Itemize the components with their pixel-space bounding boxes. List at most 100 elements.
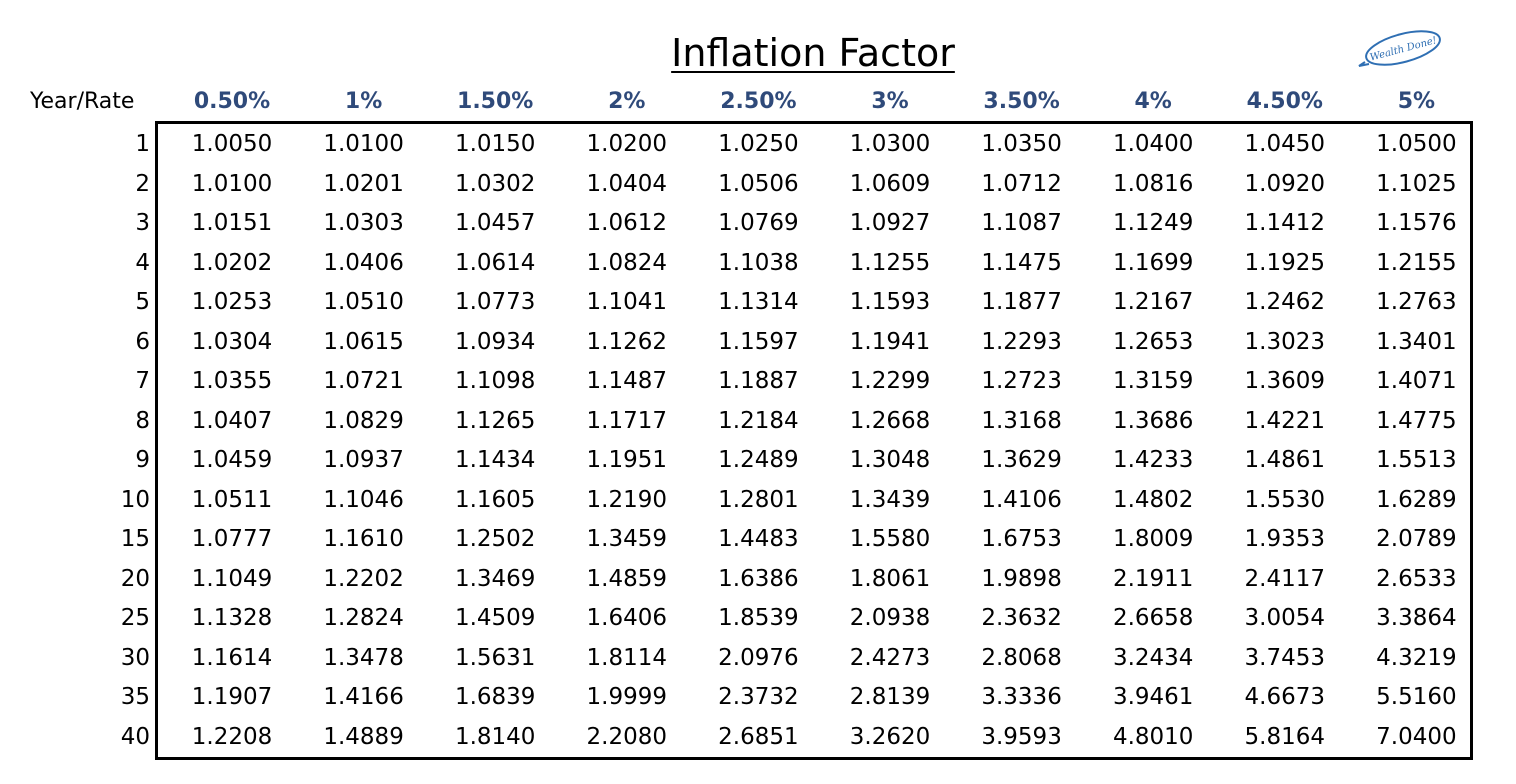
factor-cell: 1.2462 (1244, 289, 1326, 315)
factor-cell: 2.3632 (981, 605, 1062, 631)
factor-cell: 2.1911 (1112, 565, 1194, 592)
factor-cell: 1.1025 (1376, 170, 1457, 197)
factor-cell: 1.1434 (454, 447, 536, 473)
factor-cell: 1.1265 (454, 407, 536, 434)
factor-cell: 1.3478 (323, 644, 404, 671)
factor-cell: 1.1412 (1244, 210, 1326, 236)
factor-cell: 1.0406 (323, 249, 404, 276)
factor-cell: 1.3439 (849, 486, 931, 513)
factor-cell: 1.6386 (718, 565, 799, 592)
factor-cell: 1.0777 (191, 526, 273, 552)
factor-cell: 3.3864 (1376, 605, 1457, 631)
column-header: 4% (1134, 89, 1172, 114)
factor-cell: 1.2502 (454, 526, 536, 552)
column-header: 1.50% (457, 89, 534, 114)
factor-cell: 1.1249 (1112, 210, 1194, 236)
factor-cell: 2.0938 (849, 605, 931, 631)
factor-cell: 1.3401 (1376, 328, 1457, 355)
factor-cell: 1.0511 (191, 486, 273, 513)
factor-cell: 1.0300 (849, 131, 931, 157)
factor-cell: 1.3629 (981, 447, 1062, 473)
factor-cell: 1.3023 (1244, 328, 1326, 355)
year-label: 7 (135, 368, 150, 394)
factor-cell: 1.2653 (1112, 328, 1194, 355)
factor-cell: 1.1255 (849, 249, 931, 276)
factor-cell: 1.0927 (849, 210, 931, 236)
factor-cell: 1.0303 (323, 210, 404, 236)
factor-cell: 3.2434 (1112, 644, 1194, 671)
factor-cell: 1.0302 (454, 170, 536, 197)
column-header: 5% (1397, 89, 1436, 114)
factor-cell: 1.4509 (454, 605, 536, 631)
factor-cell: 1.1614 (191, 644, 273, 671)
factor-cell: 1.0100 (323, 131, 404, 157)
column-header: 0.50% (193, 89, 271, 114)
factor-cell: 1.1593 (849, 289, 931, 315)
title: Inflation Factor (671, 31, 955, 75)
factor-cell: 1.1941 (849, 328, 931, 355)
factor-cell: 1.2293 (981, 328, 1062, 355)
factor-cell: 1.0721 (323, 368, 404, 394)
factor-cell: 4.6673 (1244, 684, 1326, 710)
factor-cell: 1.1576 (1376, 210, 1457, 236)
factor-cell: 3.7453 (1244, 644, 1326, 671)
factor-cell: 3.9461 (1112, 684, 1194, 710)
factor-cell: 1.0824 (586, 249, 668, 276)
factor-cell: 1.2824 (323, 605, 404, 631)
factor-cell: 1.1046 (323, 486, 404, 513)
factor-cell: 1.2801 (718, 486, 799, 513)
year-label: 30 (120, 644, 150, 671)
year-label: 9 (135, 447, 150, 473)
factor-cell: 1.1328 (191, 605, 273, 631)
factor-cell: 1.4775 (1376, 407, 1457, 434)
factor-cell: 1.1041 (586, 289, 668, 315)
year-label: 6 (135, 328, 150, 355)
factor-cell: 1.4889 (323, 723, 404, 750)
year-label: 25 (120, 605, 150, 631)
factor-cell: 1.0934 (454, 328, 536, 355)
factor-cell: 1.6289 (1376, 486, 1457, 513)
corner-label: Year/Rate (30, 89, 135, 114)
factor-cell: 1.9999 (586, 684, 668, 710)
factor-cell: 1.2763 (1376, 289, 1457, 315)
year-label: 8 (135, 407, 150, 434)
factor-cell: 1.0304 (191, 328, 273, 355)
factor-cell: 1.5631 (454, 644, 536, 671)
factor-cell: 1.0050 (191, 131, 273, 157)
factor-cell: 1.2489 (718, 447, 799, 473)
factor-cell: 1.1951 (586, 447, 668, 473)
factor-cell: 4.3219 (1376, 644, 1457, 671)
factor-cell: 2.8068 (981, 644, 1062, 671)
factor-cell: 3.2620 (849, 723, 931, 750)
factor-cell: 1.2202 (323, 565, 404, 592)
factor-cell: 1.2299 (849, 368, 931, 394)
factor-cell: 1.1597 (718, 328, 799, 355)
column-header: 1% (344, 89, 383, 114)
factor-cell: 1.6839 (454, 684, 536, 710)
factor-cell: 1.0457 (454, 210, 536, 236)
factor-cell: 1.5580 (849, 526, 931, 552)
factor-cell: 1.0151 (191, 210, 273, 236)
factor-cell: 1.1877 (981, 289, 1062, 315)
factor-cell: 1.8114 (586, 644, 668, 671)
year-label: 35 (120, 684, 150, 710)
factor-cell: 1.0612 (586, 210, 668, 236)
factor-cell: 1.3048 (849, 447, 931, 473)
factor-cell: 5.8164 (1244, 723, 1326, 750)
factor-cell: 1.2167 (1112, 289, 1194, 315)
factor-cell: 1.0201 (323, 170, 404, 197)
factor-cell: 1.4071 (1376, 368, 1457, 394)
factor-cell: 1.0202 (191, 249, 273, 276)
factor-cell: 1.6406 (586, 605, 668, 631)
factor-cell: 1.2184 (718, 407, 799, 434)
factor-cell: 1.0450 (1244, 131, 1326, 157)
year-label: 3 (135, 210, 150, 236)
factor-cell: 1.5513 (1376, 447, 1457, 473)
factor-cell: 2.6851 (718, 723, 799, 750)
factor-cell: 1.0100 (191, 170, 273, 197)
column-header: 2.50% (720, 89, 797, 114)
factor-cell: 1.2208 (191, 723, 273, 750)
logo-text: Wealth Done! (1369, 35, 1438, 63)
factor-cell: 1.4221 (1244, 407, 1326, 434)
